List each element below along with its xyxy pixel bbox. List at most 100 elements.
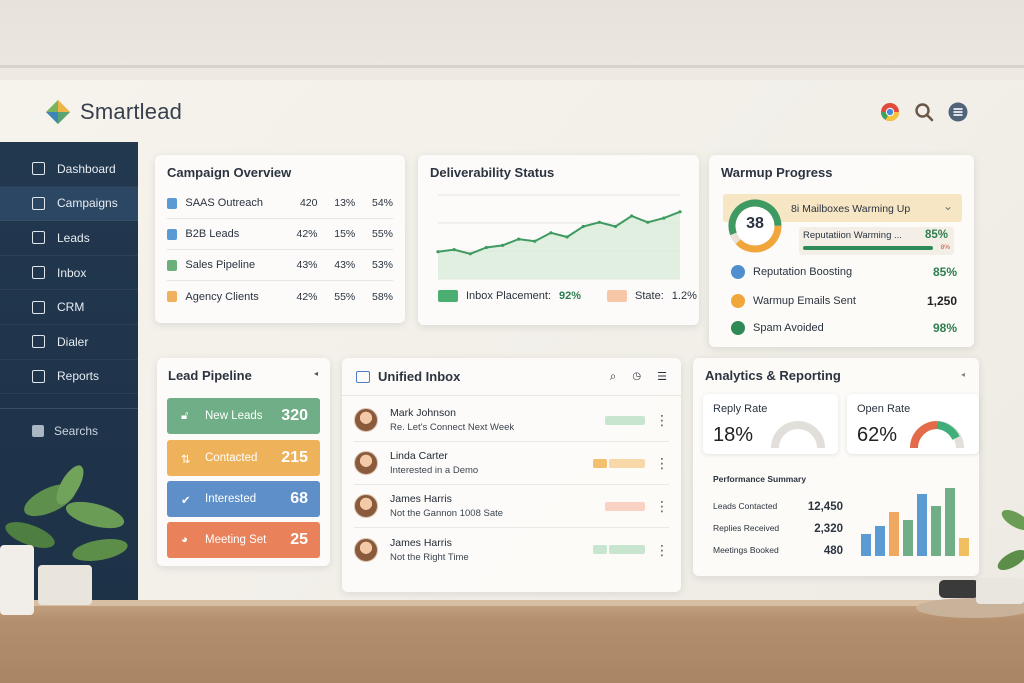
campaign-metric: 15% bbox=[334, 228, 356, 240]
campaign-metric: 53% bbox=[371, 259, 393, 271]
campaign-name: SAAS Outreach bbox=[185, 197, 264, 209]
pipeline-stage-contacted[interactable]: ⇅ Contacted 215 bbox=[167, 440, 320, 476]
data-point bbox=[565, 235, 569, 239]
campaign-row[interactable]: Agency Clients 42% 55% 58% bbox=[167, 281, 393, 312]
sidebar-item-leads[interactable]: Leads bbox=[0, 221, 138, 256]
reputation-warming-bar: Reputatiion Warming ... 85% 8% bbox=[799, 227, 954, 255]
sidebar-item-reports[interactable]: Reports bbox=[0, 360, 138, 395]
sidebar-search[interactable]: Searchs bbox=[0, 417, 138, 445]
status-tag bbox=[605, 415, 645, 425]
deliverability-card: Deliverability Status Inbox Placement: 9… bbox=[418, 155, 699, 325]
menu-icon[interactable] bbox=[948, 102, 968, 122]
unlock-icon: 🔓︎ bbox=[181, 410, 189, 422]
checkbox[interactable] bbox=[167, 259, 178, 271]
bar bbox=[903, 520, 913, 556]
legend-value: 92% bbox=[559, 290, 582, 302]
data-point bbox=[484, 245, 488, 250]
leads-icon bbox=[32, 231, 45, 245]
inbox-message[interactable]: James Harris Not the Gannon 1008 Sate ⋮ bbox=[354, 485, 669, 528]
sidebar-item-label: CRM bbox=[57, 300, 85, 315]
smartlead-logo-icon bbox=[46, 100, 70, 124]
pipeline-stage-new-leads[interactable]: 🔓︎ New Leads 320 bbox=[167, 398, 320, 434]
clock-icon[interactable]: ◷ bbox=[632, 371, 642, 382]
collapse-icon[interactable]: ◂ bbox=[960, 370, 965, 379]
inbox-icon bbox=[32, 266, 45, 280]
checkbox[interactable] bbox=[167, 228, 178, 240]
search-icon[interactable] bbox=[914, 102, 934, 122]
status-tag bbox=[605, 501, 645, 511]
search-icon[interactable]: ⌕ bbox=[609, 369, 617, 383]
data-point bbox=[613, 224, 618, 229]
pipeline-stage-interested[interactable]: ✔︎ Interested 68 bbox=[167, 481, 320, 517]
inbox-message[interactable]: James Harris Not the Right Time ⋮ bbox=[354, 528, 669, 571]
summary-row: Meetings Booked 480 bbox=[713, 545, 843, 557]
campaign-metric: 55% bbox=[371, 228, 393, 240]
pipeline-stage-meeting-set[interactable]: ◕ Meeting Set 25 bbox=[167, 522, 320, 558]
campaign-overview-card: Campaign Overview SAAS Outreach 420 13% 54%… bbox=[155, 155, 405, 323]
sidebar-item-label: Dashboard bbox=[57, 161, 116, 176]
more-icon[interactable]: ⋮ bbox=[655, 412, 669, 428]
legend-label: Inbox Placement: bbox=[466, 290, 551, 302]
reply-rate-tile[interactable]: Reply Rate 18% bbox=[703, 394, 838, 454]
top-right-icons bbox=[880, 102, 968, 122]
desk bbox=[0, 600, 1024, 683]
stage-label: New Leads bbox=[205, 410, 263, 422]
inbox-message[interactable]: Mark Johnson Re. Let's Connect Next Week… bbox=[354, 399, 669, 442]
analytics-reporting-card: Analytics & Reporting ◂ Reply Rate 18% O… bbox=[693, 358, 979, 576]
chart-legend: Inbox Placement: 92% State: 1.2% bbox=[438, 290, 697, 302]
campaign-metric: 43% bbox=[296, 259, 318, 271]
campaign-row[interactable]: SAAS Outreach 420 13% 54% bbox=[167, 188, 393, 219]
summary-row: Replies Received 2,320 bbox=[713, 523, 843, 535]
inbox-message[interactable]: Linda Carter Interested in a Demo ⋮ bbox=[354, 442, 669, 485]
more-icon[interactable]: ⋮ bbox=[655, 498, 669, 514]
sidebar-item-inbox[interactable]: Inbox bbox=[0, 256, 138, 291]
card-title: Campaign Overview bbox=[167, 165, 292, 180]
stage-value: 25 bbox=[290, 531, 308, 548]
gauge-value: 38 bbox=[746, 215, 764, 232]
sidebar-item-campaigns[interactable]: Campaigns bbox=[0, 186, 138, 222]
reports-icon bbox=[32, 369, 45, 383]
rep-progress bbox=[803, 246, 933, 250]
campaign-metric: 43% bbox=[334, 259, 356, 271]
summary-value: 480 bbox=[823, 545, 843, 557]
avatar bbox=[354, 494, 378, 518]
legend-label: State: bbox=[635, 290, 664, 302]
open-rate-tile[interactable]: Open Rate 62% bbox=[847, 394, 979, 454]
legend-value: 1.2% bbox=[671, 290, 697, 302]
more-icon[interactable]: ⋮ bbox=[655, 455, 669, 471]
sidebar-item-label: Campaigns bbox=[57, 196, 118, 211]
row-value: 1,250 bbox=[926, 294, 957, 308]
sender-name: Mark Johnson bbox=[390, 407, 456, 419]
checkbox[interactable] bbox=[167, 291, 178, 302]
check-icon bbox=[731, 321, 745, 335]
desk-edge bbox=[0, 600, 1024, 606]
tile-value: 18% bbox=[713, 424, 754, 446]
collapse-icon[interactable]: ◂ bbox=[313, 369, 318, 378]
chevron-down-icon[interactable]: ⌄ bbox=[943, 199, 954, 213]
campaign-row[interactable]: Sales Pipeline 43% 43% 53% bbox=[167, 250, 393, 281]
sidebar-item-crm[interactable]: CRM bbox=[0, 290, 138, 325]
sidebar-search-label: Searchs bbox=[54, 424, 99, 439]
deliverability-line-chart bbox=[436, 194, 682, 280]
data-point bbox=[533, 239, 537, 243]
campaign-metric: 42% bbox=[296, 228, 318, 240]
checkbox[interactable] bbox=[167, 197, 178, 209]
sidebar-item-dialer[interactable]: Dialer bbox=[0, 325, 138, 360]
plant-left-image bbox=[5, 465, 128, 605]
more-icon[interactable]: ⋮ bbox=[655, 541, 669, 558]
sidebar-item-dashboard[interactable]: Dashboard bbox=[0, 152, 138, 187]
check-badge-icon: ✔︎ bbox=[181, 495, 191, 507]
campaign-metric: 58% bbox=[371, 290, 393, 303]
stage-value: 320 bbox=[281, 407, 308, 424]
data-point bbox=[581, 224, 585, 229]
stage-label: Meeting Set bbox=[205, 534, 267, 546]
bar bbox=[931, 506, 941, 556]
campaign-row[interactable]: B2B Leads 42% 15% 55% bbox=[167, 219, 393, 250]
app-logo[interactable]: Smartlead bbox=[44, 98, 182, 126]
message-subject: Re. Let's Connect Next Week bbox=[390, 422, 515, 433]
bar bbox=[875, 526, 885, 556]
summary-label: Replies Received bbox=[713, 523, 780, 533]
message-subject: Interested in a Demo bbox=[390, 465, 479, 476]
chrome-icon[interactable] bbox=[880, 102, 900, 122]
list-icon[interactable]: ☰ bbox=[657, 371, 667, 383]
